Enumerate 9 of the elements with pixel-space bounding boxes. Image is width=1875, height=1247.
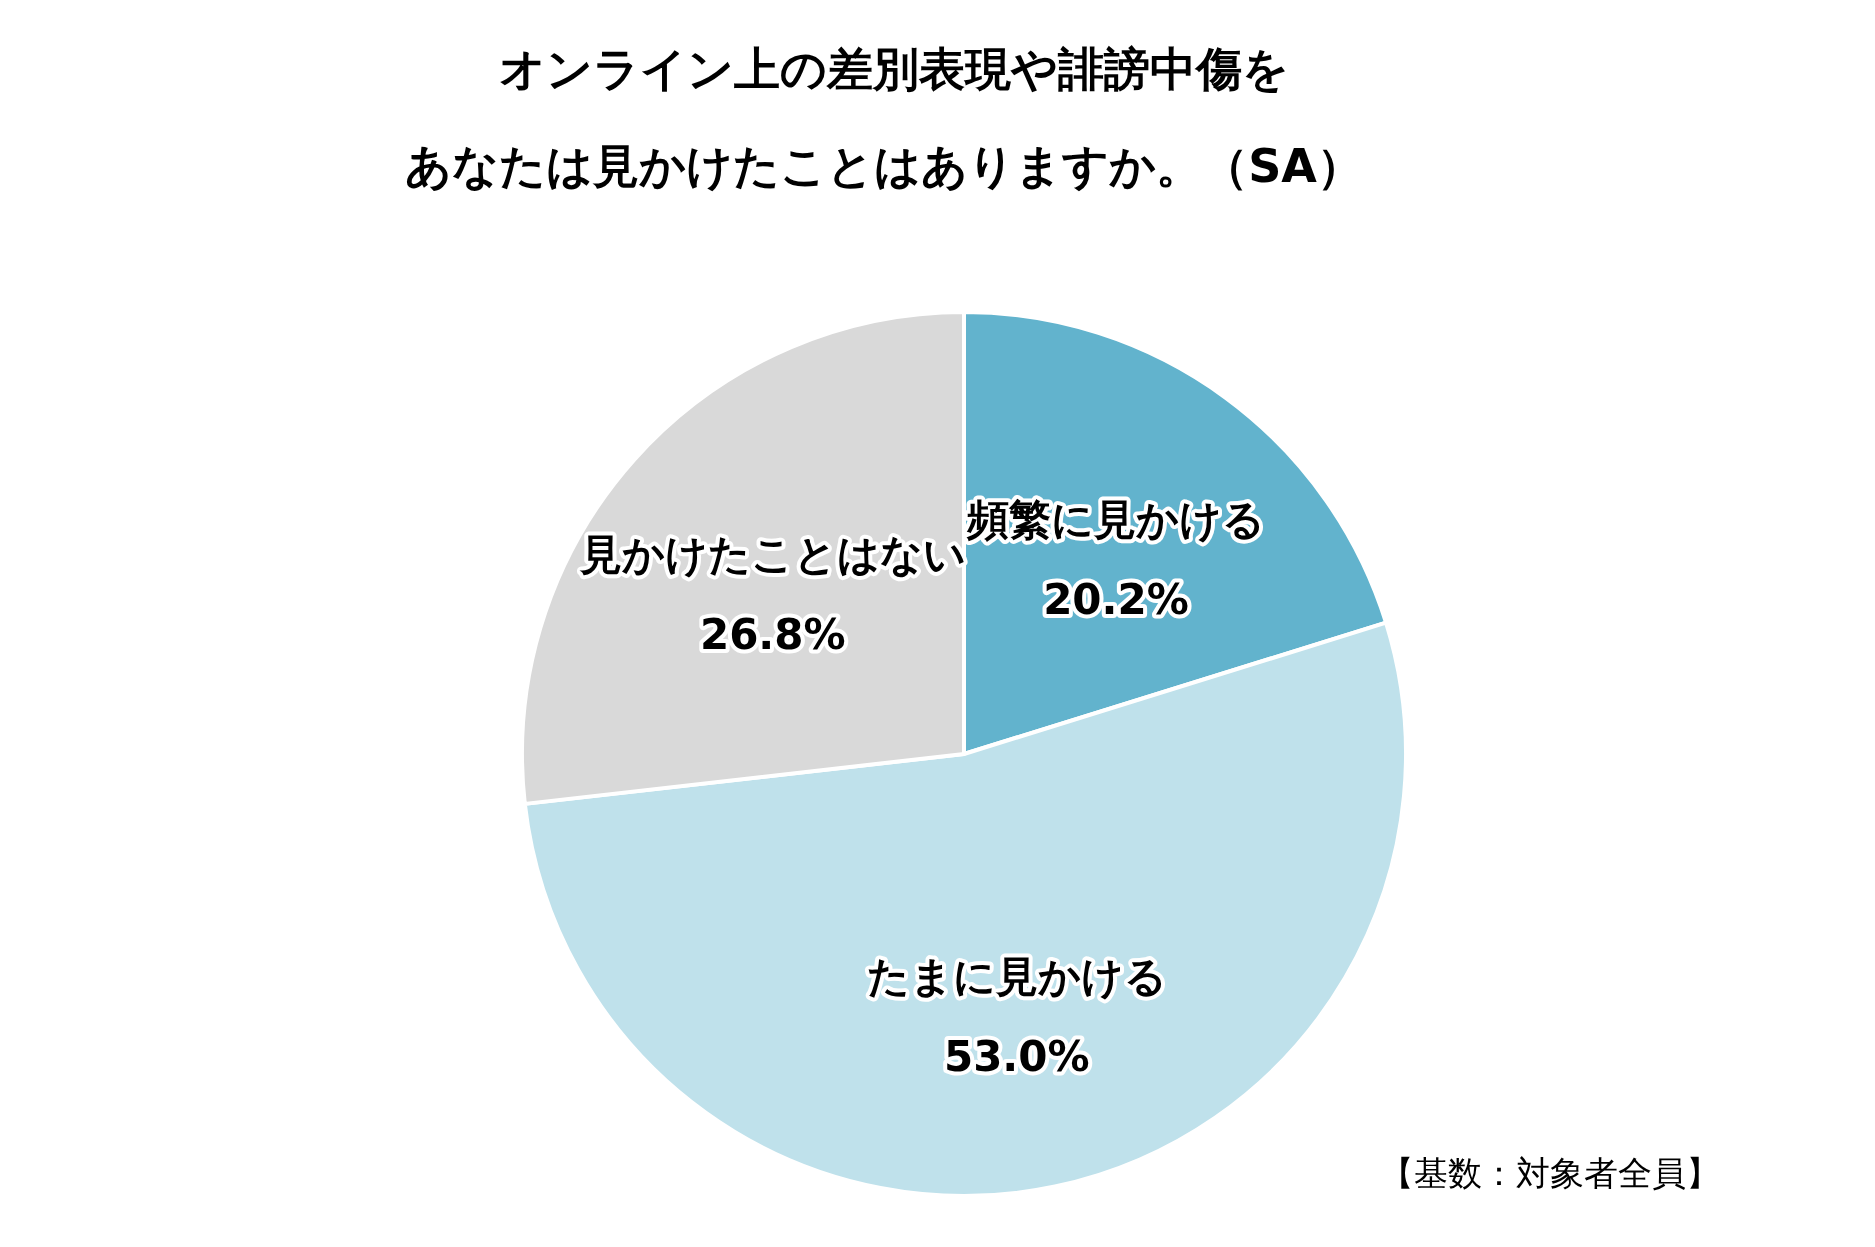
- data-label: 26.8%: [699, 610, 846, 660]
- slice-label: 頻繁に見かける: [965, 494, 1265, 544]
- slice-label: たまに見かける: [866, 951, 1167, 1001]
- chart-subtitle: あなたは見かけたことはありますか。（SA）: [405, 139, 1363, 193]
- data-label: 20.2%: [1043, 574, 1189, 624]
- text: 【基数：対象者全員】: [1380, 1153, 1720, 1193]
- slice-label: 見かけたことはない: [578, 530, 966, 580]
- chart-title: オンライン上の差別表現や誹謗中傷を: [499, 42, 1289, 96]
- data-label: 53.0%: [943, 1031, 1090, 1081]
